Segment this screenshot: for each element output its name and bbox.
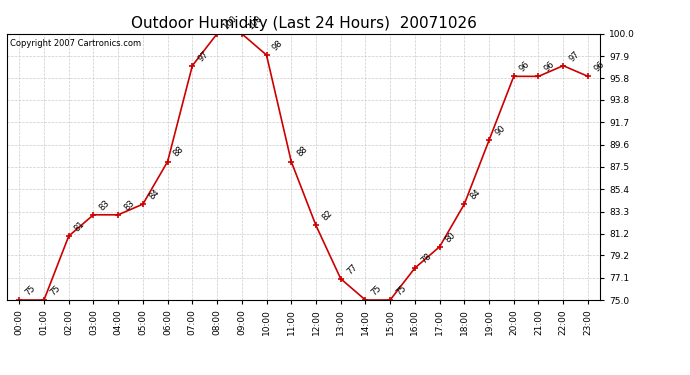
Text: 83: 83	[97, 198, 112, 212]
Text: 98: 98	[270, 38, 284, 52]
Text: 96: 96	[518, 60, 532, 74]
Text: 100: 100	[246, 13, 264, 31]
Text: 96: 96	[542, 60, 557, 74]
Text: 81: 81	[73, 219, 87, 233]
Text: 97: 97	[567, 49, 581, 63]
Text: 77: 77	[345, 262, 359, 276]
Text: 96: 96	[592, 60, 606, 74]
Text: 83: 83	[122, 198, 137, 212]
Text: 78: 78	[419, 251, 433, 265]
Text: 84: 84	[469, 188, 482, 201]
Text: 97: 97	[197, 49, 210, 63]
Text: 75: 75	[23, 284, 37, 297]
Text: 88: 88	[172, 145, 186, 159]
Text: Copyright 2007 Cartronics.com: Copyright 2007 Cartronics.com	[10, 39, 141, 48]
Text: 75: 75	[48, 284, 62, 297]
Text: 80: 80	[444, 230, 457, 244]
Text: 75: 75	[370, 284, 384, 297]
Text: 75: 75	[394, 284, 408, 297]
Text: 90: 90	[493, 124, 507, 138]
Text: 100: 100	[221, 13, 239, 31]
Text: 84: 84	[147, 188, 161, 201]
Text: 88: 88	[295, 145, 309, 159]
Title: Outdoor Humidity (Last 24 Hours)  20071026: Outdoor Humidity (Last 24 Hours) 2007102…	[130, 16, 477, 31]
Text: 82: 82	[320, 209, 334, 223]
